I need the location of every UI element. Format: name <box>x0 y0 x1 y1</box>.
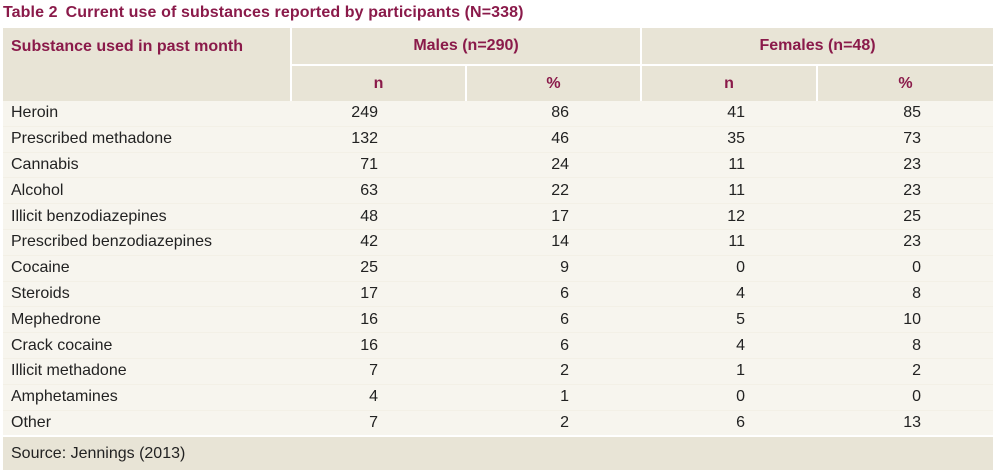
table-row: Cocaine 25 9 0 0 <box>3 255 993 282</box>
males-n-cell: 48 <box>291 203 466 230</box>
females-pct-cell: 0 <box>817 255 993 282</box>
females-n-header: n <box>640 65 818 101</box>
substance-cell: Prescribed methadone <box>3 126 291 153</box>
males-pct-cell: 17 <box>466 203 642 230</box>
table-row: Crack cocaine 16 6 4 8 <box>3 332 993 359</box>
females-n-cell: 5 <box>641 306 818 334</box>
females-pct-cell: 13 <box>817 410 993 437</box>
females-pct-cell: 8 <box>817 332 993 359</box>
substance-cell: Illicit methadone <box>3 358 291 385</box>
substance-cell: Amphetamines <box>3 384 291 411</box>
females-pct-cell: 10 <box>817 306 993 334</box>
table-container: Substance used in past month Males (n=29… <box>3 28 993 470</box>
females-pct-cell: 23 <box>817 229 993 256</box>
females-n-cell: 4 <box>641 281 818 308</box>
males-n-cell: 132 <box>291 126 466 153</box>
males-n-cell: 16 <box>291 306 466 334</box>
table-row: Cannabis 71 24 11 23 <box>3 152 993 179</box>
males-n-cell: 42 <box>291 229 466 256</box>
females-pct-cell: 23 <box>817 152 993 179</box>
table-row: Illicit methadone 7 2 1 2 <box>3 358 993 385</box>
females-n-cell: 0 <box>641 255 818 282</box>
males-pct-cell: 6 <box>466 281 642 308</box>
males-pct-cell: 86 <box>466 101 642 127</box>
males-n-cell: 17 <box>291 281 466 308</box>
females-pct-cell: 23 <box>817 177 993 205</box>
substance-cell: Mephedrone <box>3 306 291 334</box>
substance-cell: Heroin <box>3 101 291 127</box>
males-pct-cell: 46 <box>466 126 642 153</box>
males-pct-cell: 14 <box>466 229 642 256</box>
females-pct-header: % <box>816 65 993 101</box>
females-n-cell: 11 <box>641 152 818 179</box>
table-row: Illicit benzodiazepines 48 17 12 25 <box>3 203 993 230</box>
males-pct-cell: 24 <box>466 152 642 179</box>
males-n-header: n <box>290 65 466 101</box>
substance-column-header: Substance used in past month <box>3 28 291 101</box>
substance-cell: Crack cocaine <box>3 332 291 359</box>
females-pct-cell: 85 <box>817 101 993 127</box>
males-n-cell: 249 <box>291 101 466 127</box>
males-pct-cell: 2 <box>466 358 642 385</box>
males-pct-cell: 6 <box>466 306 642 334</box>
table-row: Heroin 249 86 41 85 <box>3 101 993 127</box>
table-row: Other 7 2 6 13 <box>3 410 993 437</box>
females-n-cell: 35 <box>641 126 818 153</box>
males-pct-cell: 6 <box>466 332 642 359</box>
substance-cell: Prescribed benzodiazepines <box>3 229 291 256</box>
substance-cell: Alcohol <box>3 177 291 205</box>
males-n-cell: 7 <box>291 358 466 385</box>
females-group-header: Females (n=48) <box>640 28 993 66</box>
males-n-cell: 71 <box>291 152 466 179</box>
males-n-cell: 63 <box>291 177 466 205</box>
females-n-cell: 11 <box>641 177 818 205</box>
substance-cell: Cannabis <box>3 152 291 179</box>
males-pct-cell: 2 <box>466 410 642 437</box>
males-pct-cell: 22 <box>466 177 642 205</box>
females-n-cell: 0 <box>641 384 818 411</box>
females-n-cell: 11 <box>641 229 818 256</box>
females-n-cell: 12 <box>641 203 818 230</box>
females-pct-cell: 0 <box>817 384 993 411</box>
males-n-cell: 4 <box>291 384 466 411</box>
table-source: Source: Jennings (2013) <box>3 435 993 470</box>
females-n-cell: 4 <box>641 332 818 359</box>
females-pct-cell: 2 <box>817 358 993 385</box>
females-n-cell: 1 <box>641 358 818 385</box>
males-pct-cell: 9 <box>466 255 642 282</box>
substance-cell: Illicit benzodiazepines <box>3 203 291 230</box>
females-pct-cell: 25 <box>817 203 993 230</box>
females-n-cell: 6 <box>641 410 818 437</box>
females-pct-cell: 8 <box>817 281 993 308</box>
females-pct-cell: 73 <box>817 126 993 153</box>
males-n-cell: 7 <box>291 410 466 437</box>
table-row: Steroids 17 6 4 8 <box>3 281 993 308</box>
substance-cell: Other <box>3 410 291 437</box>
table-title: Current use of substances reported by pa… <box>65 4 524 21</box>
males-n-cell: 16 <box>291 332 466 359</box>
females-n-cell: 41 <box>641 101 818 127</box>
table-row: Amphetamines 4 1 0 0 <box>3 384 993 411</box>
table-row: Prescribed methadone 132 46 35 73 <box>3 126 993 153</box>
table-row: Prescribed benzodiazepines 42 14 11 23 <box>3 229 993 256</box>
table-body: Heroin 249 86 41 85 Prescribed methadone 132 46… <box>3 101 993 437</box>
males-group-header: Males (n=290) <box>289 28 642 66</box>
substance-table: Substance used in past month Males (n=29… <box>3 28 993 470</box>
table-number: Table 2 <box>3 4 58 21</box>
table-caption: Table 2 Current use of substances reporte… <box>3 4 524 22</box>
table-row: Mephedrone 16 6 5 10 <box>3 306 993 334</box>
males-pct-cell: 1 <box>466 384 642 411</box>
males-pct-header: % <box>464 65 642 101</box>
males-n-cell: 25 <box>291 255 466 282</box>
substance-cell: Cocaine <box>3 255 291 282</box>
table-row: Alcohol 63 22 11 23 <box>3 177 993 205</box>
substance-cell: Steroids <box>3 281 291 308</box>
